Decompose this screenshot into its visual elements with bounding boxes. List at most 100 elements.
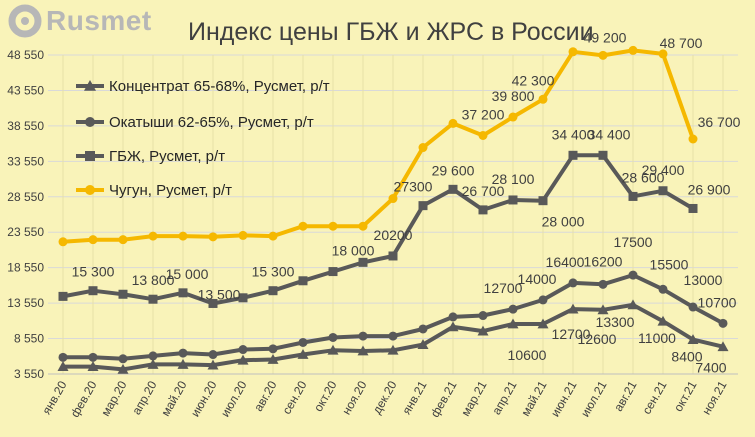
data-point [118, 354, 128, 364]
data-point [297, 349, 309, 359]
x-tick-label: апр.20 [129, 378, 160, 417]
data-point [568, 47, 578, 57]
x-tick-label: ноя.21 [699, 378, 730, 417]
x-tick-label: июл.21 [578, 378, 610, 419]
data-point [388, 194, 398, 204]
data-point [628, 45, 638, 55]
data-label: 7400 [695, 360, 726, 376]
data-point [387, 344, 399, 355]
y-tick-label: 13 550 [7, 296, 44, 310]
data-point [507, 318, 519, 329]
data-label: 34 400 [588, 126, 631, 142]
y-tick-label: 8 550 [14, 332, 44, 346]
data-label: 12600 [578, 331, 617, 347]
data-point [178, 348, 188, 358]
data-point [508, 195, 518, 205]
data-point [327, 344, 339, 355]
series-0 [57, 299, 729, 374]
data-point [238, 345, 248, 355]
data-label: 16400 [546, 254, 585, 270]
data-point [537, 318, 549, 329]
data-point [388, 251, 398, 261]
data-point [418, 143, 428, 153]
data-label: 26 900 [688, 181, 731, 197]
data-point [538, 94, 548, 104]
data-point [238, 230, 248, 240]
data-point [478, 205, 488, 215]
data-point [147, 358, 159, 369]
x-tick-label: мар.21 [458, 378, 489, 418]
data-label: 10600 [508, 347, 547, 363]
x-tick-label: июн.21 [548, 378, 580, 419]
data-point [58, 291, 68, 301]
data-point [328, 267, 338, 277]
data-point [598, 50, 608, 60]
data-point [567, 303, 579, 314]
data-point [328, 221, 338, 231]
x-tick-label: ноя.20 [339, 378, 370, 417]
legend-label: Концентрат 65-68%, Русмет, р/т [109, 78, 330, 95]
data-label: 36 700 [698, 114, 741, 130]
data-label: 16200 [584, 253, 623, 269]
legend-marker [84, 80, 96, 91]
data-point [87, 361, 99, 371]
data-label: 13 800 [132, 272, 175, 288]
legend-marker [85, 117, 95, 127]
data-point [118, 289, 128, 299]
data-point [58, 352, 68, 362]
data-label: 37 200 [462, 106, 505, 122]
legend-item: Чугун, Русмет, р/т [76, 182, 232, 199]
data-label: 28 600 [622, 169, 665, 185]
series-3 [58, 45, 698, 247]
data-point [237, 354, 249, 365]
data-point [208, 350, 218, 360]
data-point [298, 221, 308, 231]
legend-label: ГБЖ, Русмет, р/т [109, 148, 225, 165]
data-point [358, 257, 368, 267]
data-point [597, 304, 609, 315]
series-2 [58, 150, 698, 308]
data-point [117, 363, 129, 374]
data-point [718, 318, 728, 328]
data-point [88, 352, 98, 362]
data-point [658, 186, 668, 196]
data-label: 29 600 [432, 162, 475, 178]
data-point [208, 232, 218, 242]
legend-label: Чугун, Русмет, р/т [109, 182, 232, 199]
data-point [417, 339, 429, 349]
legend-item: ГБЖ, Русмет, р/т [76, 148, 225, 165]
y-tick-label: 48 550 [7, 48, 44, 62]
data-point [267, 353, 279, 364]
data-point [148, 351, 158, 361]
data-label: 20200 [374, 227, 413, 243]
data-point [177, 358, 189, 369]
data-point [418, 201, 428, 211]
data-label: 15 300 [72, 264, 115, 280]
data-point [268, 286, 278, 296]
data-label: 26 700 [462, 183, 505, 199]
data-label: 8400 [671, 349, 702, 365]
data-point [358, 331, 368, 341]
data-point [538, 196, 548, 206]
data-label: 10700 [698, 294, 737, 310]
data-point [598, 150, 608, 160]
data-label: 28 100 [492, 171, 535, 187]
data-point [57, 361, 69, 371]
data-label: 18 000 [332, 243, 375, 259]
series-line [62, 153, 695, 306]
series-1 [58, 270, 728, 364]
data-label: 27300 [394, 179, 433, 195]
y-tick-label: 18 550 [7, 261, 44, 275]
data-point [478, 311, 488, 321]
data-point [328, 332, 338, 342]
data-point [118, 235, 128, 245]
data-label: 13000 [684, 272, 723, 288]
data-point [508, 304, 518, 314]
x-tick-label: окт.20 [311, 378, 340, 414]
data-point [447, 321, 459, 332]
data-point [628, 270, 638, 280]
data-label: 39 800 [492, 88, 535, 104]
data-point [538, 295, 548, 305]
data-label: 49 200 [584, 29, 627, 45]
